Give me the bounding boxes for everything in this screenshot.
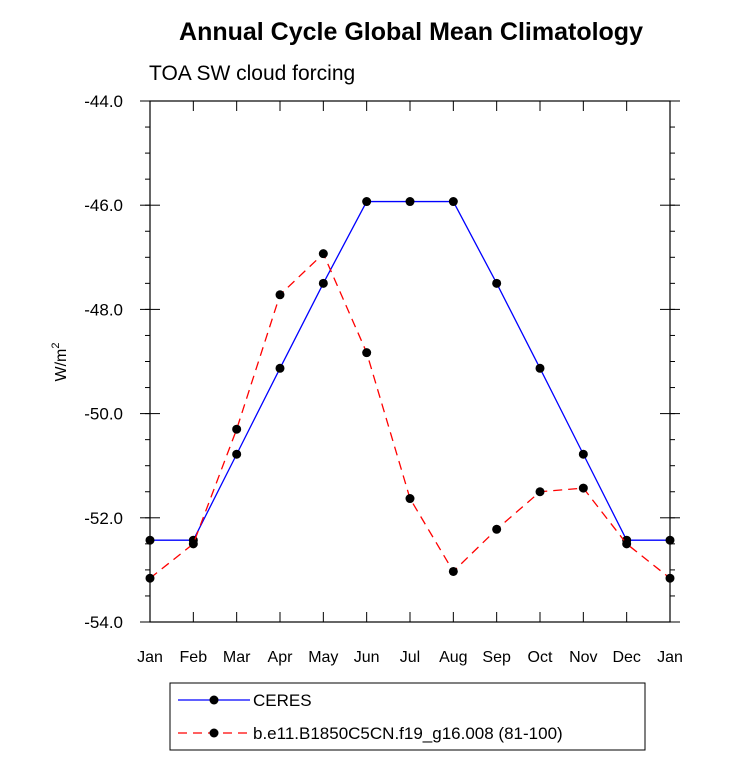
legend: CERES b.e11.B1850C5CN.f19_g16.008 (81-100… <box>169 682 646 751</box>
y-axis-label-text: W/m <box>53 349 70 382</box>
y-axis-label-superscript: 2 <box>50 343 62 349</box>
axes: Jan Feb Mar Apr May Jun Jul Aug Sep Oct Nov Dec Jan-… <box>84 92 683 666</box>
data-point <box>275 290 285 300</box>
x-tick-label: Mar <box>223 649 251 666</box>
data-point <box>492 524 502 534</box>
data-point <box>145 535 155 545</box>
legend-label: CERES <box>253 691 312 710</box>
data-point <box>318 278 328 288</box>
series-line <box>150 200 670 541</box>
legend-marker <box>209 728 219 738</box>
x-tick-label: Dec <box>612 649 640 666</box>
chart-title: Annual Cycle Global Mean Climatology <box>179 18 643 46</box>
legend-box <box>169 682 646 751</box>
data-point <box>405 197 415 207</box>
data-point <box>665 535 675 545</box>
data-point <box>145 573 155 583</box>
data-point <box>362 348 372 358</box>
data-point <box>188 539 198 549</box>
data-point <box>448 566 458 576</box>
data-point <box>232 449 242 459</box>
data-point <box>578 483 588 493</box>
data-point <box>232 424 242 434</box>
y-tick-label: -46.0 <box>84 196 123 215</box>
y-tick-label: -50.0 <box>84 405 123 424</box>
plot-frame <box>149 100 671 623</box>
data-point <box>578 449 588 459</box>
series-group <box>145 197 675 583</box>
x-tick-label: Jul <box>400 649 420 666</box>
x-tick-label: Sep <box>482 649 511 666</box>
x-tick-label: Aug <box>439 649 467 666</box>
y-tick-label: -48.0 <box>84 300 123 319</box>
data-point <box>405 494 415 504</box>
data-point <box>535 487 545 497</box>
data-point <box>448 197 458 207</box>
data-point <box>318 249 328 259</box>
x-tick-label: Oct <box>528 649 553 666</box>
y-tick-label: -44.0 <box>84 92 123 111</box>
data-point <box>492 278 502 288</box>
x-tick-label: Nov <box>569 649 597 666</box>
data-point <box>665 573 675 583</box>
x-tick-label: Feb <box>180 649 208 666</box>
y-tick-label: -54.0 <box>84 613 123 632</box>
legend-marker <box>209 695 219 705</box>
data-point <box>622 539 632 549</box>
x-tick-label: Jan <box>657 649 683 666</box>
x-tick-label: Apr <box>268 649 294 666</box>
series-line <box>149 252 671 579</box>
chart-subtitle: TOA SW cloud forcing <box>149 62 355 85</box>
y-axis-label: W/m2 <box>50 343 70 382</box>
data-point <box>275 363 285 373</box>
x-tick-label: May <box>308 649 338 666</box>
x-tick-label: Jun <box>354 649 380 666</box>
legend-label: b.e11.B1850C5CN.f19_g16.008 (81-100) <box>253 724 563 743</box>
y-tick-label: -52.0 <box>84 509 123 528</box>
data-point <box>362 197 372 207</box>
data-point <box>535 363 545 373</box>
x-tick-label: Jan <box>137 649 163 666</box>
